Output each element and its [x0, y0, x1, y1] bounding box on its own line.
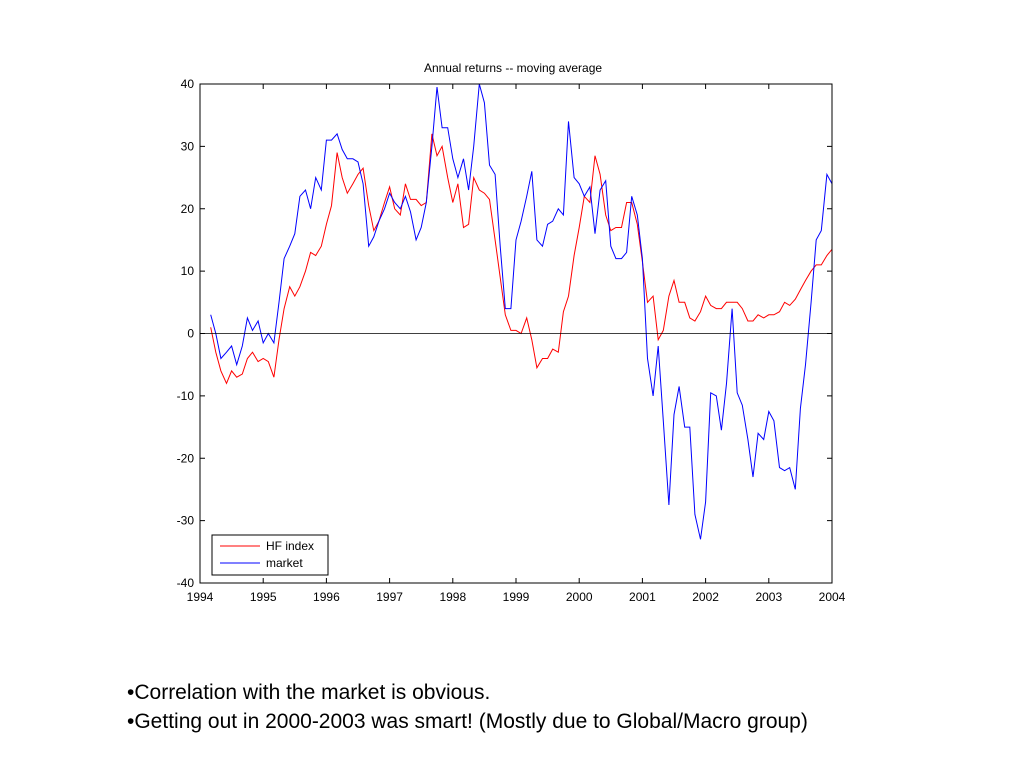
bullet-correlation: •Correlation with the market is obvious.: [127, 681, 491, 704]
bullet-getting-out: •Getting out in 2000-2003 was smart! (Mo…: [127, 710, 808, 733]
y-tick-label: 40: [181, 77, 195, 91]
x-tick-label: 1997: [376, 590, 403, 604]
x-tick-label: 2001: [629, 590, 656, 604]
legend-label-hf-index: HF index: [266, 539, 314, 553]
y-tick-label: 30: [181, 139, 195, 153]
x-tick-label: 1998: [439, 590, 466, 604]
y-tick-label: -10: [177, 389, 195, 403]
series-layer: [210, 83, 833, 540]
x-tick-label: 2004: [819, 590, 846, 604]
axis-ticks: 1994 1995 1996 1997 1998 1999 2000 2001 2002 2003…: [177, 77, 846, 604]
legend: HF index market: [211, 534, 329, 576]
x-tick-label: 1994: [187, 590, 214, 604]
returns-chart: Annual returns -- moving average 1994 199…: [177, 61, 846, 604]
x-tick-label: 1999: [503, 590, 530, 604]
x-tick-label: 2002: [692, 590, 719, 604]
y-tick-label: 10: [181, 264, 195, 278]
series-line-hf-index: [210, 133, 833, 385]
y-tick-label: -40: [177, 576, 195, 590]
x-tick-label: 2003: [755, 590, 782, 604]
bullet-list: •Correlation with the market is obvious.…: [127, 678, 808, 736]
x-tick-label: 1995: [250, 590, 277, 604]
y-tick-label: 20: [181, 202, 195, 216]
y-tick-label: -30: [177, 514, 195, 528]
y-tick-label: 0: [187, 327, 194, 341]
legend-label-market: market: [266, 556, 303, 570]
series-line-market: [210, 83, 833, 540]
x-tick-label: 2000: [566, 590, 593, 604]
x-tick-label: 1996: [313, 590, 340, 604]
y-tick-label: -20: [177, 451, 195, 465]
chart-title: Annual returns -- moving average: [424, 61, 602, 75]
legend-box: [211, 534, 329, 576]
